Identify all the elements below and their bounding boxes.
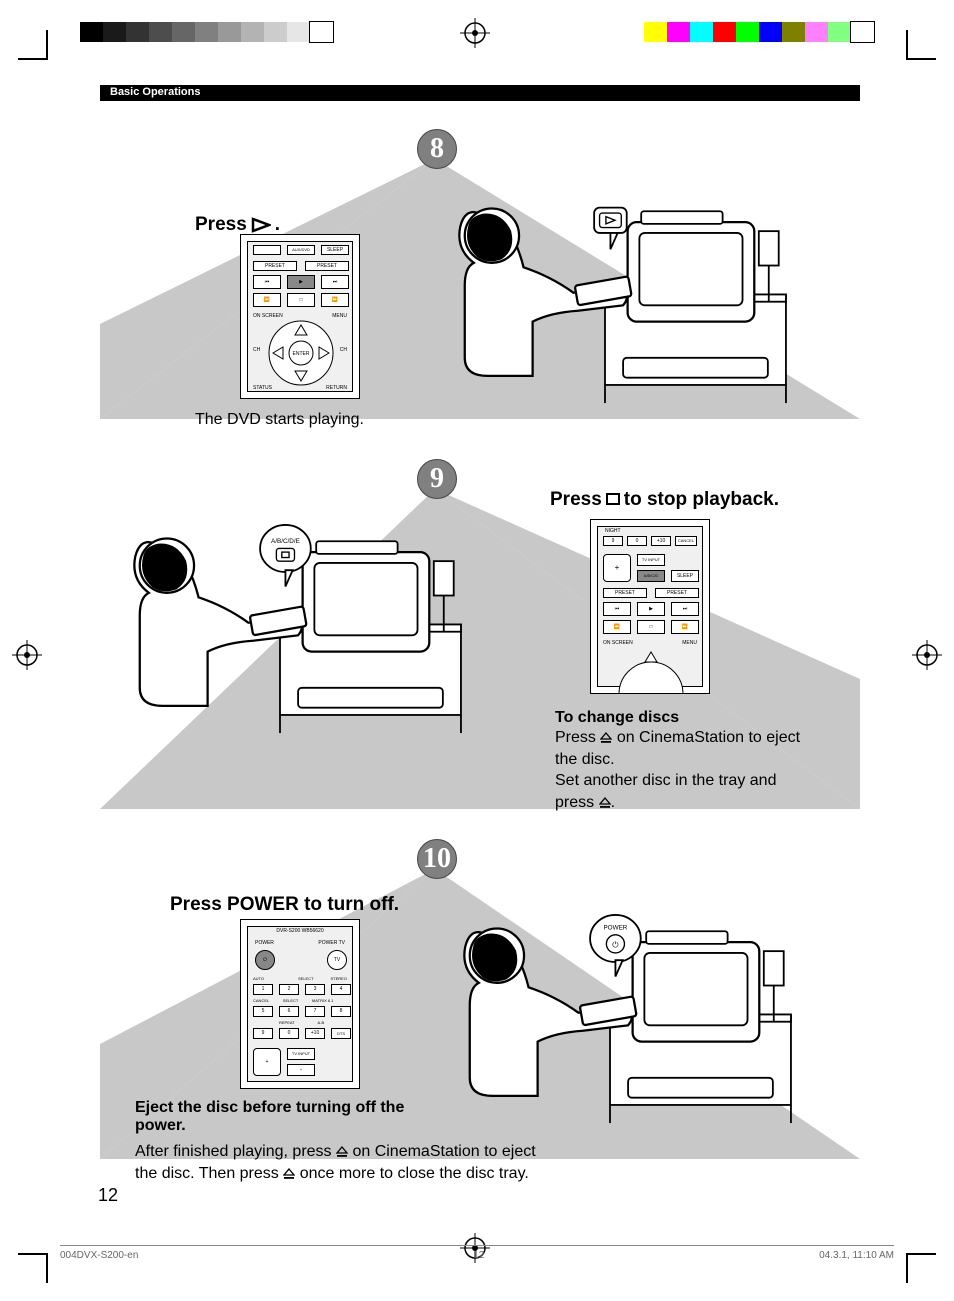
- eject-icon: [336, 1142, 348, 1161]
- crop-mark: [18, 1253, 48, 1283]
- illustration-step-9: A/B/C/D/E: [90, 499, 470, 759]
- step-number-badge: 10: [417, 839, 457, 879]
- step-10: 10 Press POWER to turn off. DVR-S200 WB5…: [100, 819, 860, 1179]
- page-ref: 12: [473, 1250, 484, 1261]
- registration-mark: [12, 640, 42, 670]
- step-number-badge: 8: [417, 129, 457, 169]
- page-number: 12: [98, 1185, 118, 1206]
- play-icon: [251, 217, 271, 233]
- section-header: Basic Operations: [100, 85, 860, 101]
- step-8: 8 Press . AUX/DVD SLEEP PRESET PRESET ⏮ …: [100, 109, 860, 419]
- svg-text:ENTER: ENTER: [293, 351, 310, 357]
- stop-icon: [606, 493, 620, 505]
- eject-icon: [600, 728, 612, 747]
- section-label: Basic Operations: [110, 86, 200, 98]
- change-discs-title: To change discs: [555, 709, 815, 727]
- change-discs-body: Press on CinemaStation to eject the disc…: [555, 727, 815, 813]
- step-number-badge: 9: [417, 459, 457, 499]
- crop-mark: [906, 30, 936, 60]
- color-calibration-bar: [644, 22, 874, 42]
- step-9-subsection: To change discs Press on CinemaStation t…: [555, 709, 815, 813]
- step-8-caption: The DVD starts playing.: [195, 409, 364, 431]
- remote-closeup-8: AUX/DVD SLEEP PRESET PRESET ⏮ ▶ ⏭ ⏪ □ ⏩ …: [240, 234, 360, 399]
- remote-closeup-9: NIGHT 9 0 +10 CANCEL + TV INPUT A/B/C/D …: [590, 519, 710, 694]
- step-8-title: Press .: [195, 214, 280, 236]
- print-timestamp: 04.3.1, 11:10 AM: [819, 1250, 894, 1261]
- remote-closeup-10: DVR-S200 WB56620 POWER POWER TV ⏻ TV AUT…: [240, 919, 360, 1089]
- illustration-step-10: POWER ⏻: [420, 889, 800, 1149]
- manual-page: Basic Operations 8 Press . AUX/DVD SLEEP…: [100, 85, 860, 1179]
- crop-mark: [906, 1253, 936, 1283]
- registration-mark: [460, 18, 490, 48]
- crop-mark: [18, 30, 48, 60]
- step-10-title: Press POWER to turn off.: [170, 894, 399, 916]
- step-9-title: Press to stop playback.: [550, 489, 779, 511]
- grayscale-calibration-bar: [80, 22, 333, 42]
- eject-warning-title: Eject the disc before turning off the po…: [135, 1099, 425, 1135]
- eject-icon: [283, 1164, 295, 1183]
- svg-text:A/B/C/D/E: A/B/C/D/E: [271, 538, 300, 545]
- svg-text:POWER: POWER: [603, 924, 627, 931]
- eject-icon: [599, 793, 611, 812]
- illustration-step-8: [415, 169, 795, 429]
- print-footer: 004DVX-S200-en 12 04.3.1, 11:10 AM: [60, 1245, 894, 1261]
- eject-warning-body: After finished playing, press on CinemaS…: [135, 1141, 555, 1184]
- doc-id: 004DVX-S200-en: [60, 1250, 138, 1261]
- step-9: 9 Press to stop playback.: [100, 439, 860, 809]
- registration-mark: [912, 640, 942, 670]
- svg-text:⏻: ⏻: [612, 941, 619, 950]
